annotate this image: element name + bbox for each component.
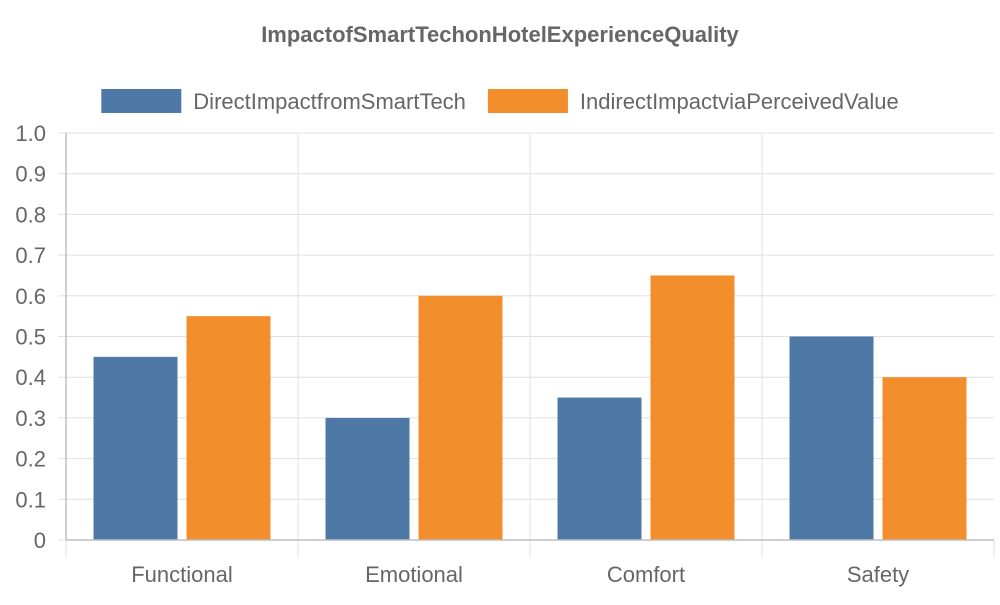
- bar-safety-series-1[interactable]: [789, 336, 874, 541]
- x-tick-label: Emotional: [365, 562, 463, 587]
- y-tick-label: 0.2: [15, 447, 46, 472]
- y-tick-label: 0.3: [15, 406, 46, 431]
- y-tick-label: 0.5: [15, 325, 46, 350]
- bar-comfort-series-2[interactable]: [650, 275, 735, 540]
- bars: [93, 275, 967, 541]
- bar-functional-series-1[interactable]: [93, 356, 178, 540]
- x-tick-label: Safety: [847, 562, 909, 587]
- legend-swatch-series-2[interactable]: [487, 89, 568, 113]
- bar-emotional-series-2[interactable]: [418, 295, 503, 540]
- legend-swatch-series-1[interactable]: [101, 89, 182, 113]
- y-tick-label: 0.6: [15, 284, 46, 309]
- y-tick-label: 0.9: [15, 162, 46, 187]
- bar-functional-series-2[interactable]: [186, 316, 271, 540]
- bar-safety-series-2[interactable]: [882, 377, 967, 540]
- x-tick-label: Comfort: [607, 562, 685, 587]
- y-tick-label: 1.0: [15, 121, 46, 146]
- y-tick-label: 0: [34, 528, 46, 553]
- x-tick-label: Functional: [131, 562, 233, 587]
- y-tick-label: 0.8: [15, 202, 46, 227]
- y-tick-label: 0.4: [15, 365, 46, 390]
- legend-label: DirectImpactfromSmartTech: [193, 89, 466, 114]
- bar-comfort-series-1[interactable]: [557, 397, 642, 540]
- y-tick-label: 0.1: [15, 487, 46, 512]
- axes: 0 0.1 0.2 0.3 0.4 0.5 0.6 0.7 0.8 0.9 1.0 Functiona…: [15, 121, 995, 587]
- y-tick-label: 0.7: [15, 243, 46, 268]
- chart-title: ImpactofSmartTechonHotelExperienceQualit…: [261, 22, 739, 47]
- bar-emotional-series-1[interactable]: [325, 417, 410, 540]
- legend[interactable]: DirectImpactfromSmartTech IndirectImpactv…: [101, 89, 899, 114]
- legend-label: IndirectImpactviaPerceivedValue: [580, 89, 899, 114]
